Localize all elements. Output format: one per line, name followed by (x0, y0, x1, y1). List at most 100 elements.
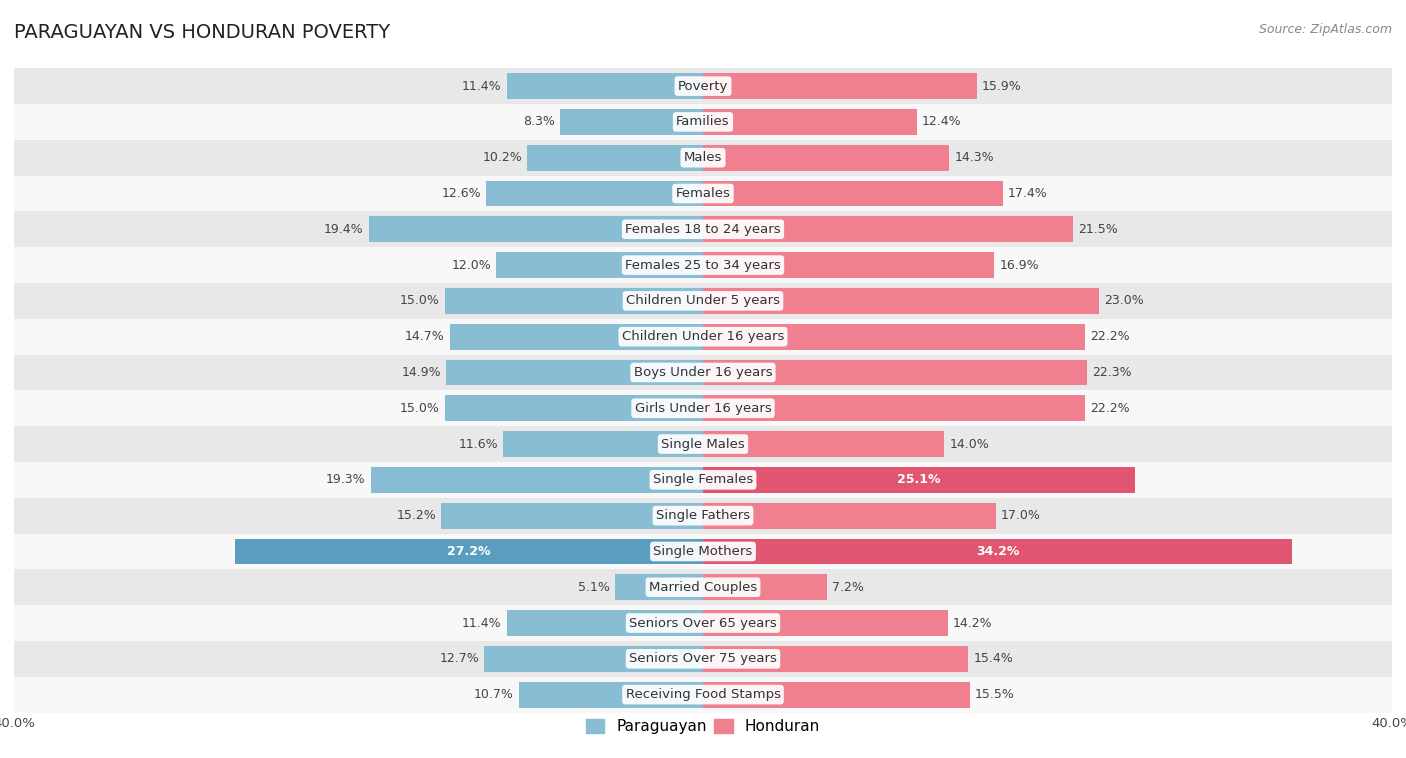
Text: 27.2%: 27.2% (447, 545, 491, 558)
Bar (703, 252, 994, 278)
Text: Boys Under 16 years: Boys Under 16 years (634, 366, 772, 379)
Bar (450, 324, 703, 349)
Bar (14, 319, 1392, 355)
Bar (444, 288, 703, 314)
Text: 19.4%: 19.4% (323, 223, 364, 236)
Bar (441, 503, 703, 528)
Bar (484, 646, 703, 672)
Bar (14, 104, 1392, 139)
Text: 14.7%: 14.7% (405, 330, 444, 343)
Bar (560, 109, 703, 135)
Bar (496, 252, 703, 278)
Text: 12.4%: 12.4% (922, 115, 962, 128)
Bar (444, 396, 703, 421)
Bar (14, 211, 1392, 247)
Text: 11.4%: 11.4% (461, 616, 502, 630)
Bar (703, 288, 1099, 314)
Bar (527, 145, 703, 171)
Text: Girls Under 16 years: Girls Under 16 years (634, 402, 772, 415)
Bar (368, 217, 703, 243)
Bar (14, 247, 1392, 283)
Text: Females: Females (675, 187, 731, 200)
Text: 15.0%: 15.0% (399, 294, 440, 308)
Text: 7.2%: 7.2% (832, 581, 865, 594)
Bar (703, 145, 949, 171)
Text: 11.4%: 11.4% (461, 80, 502, 92)
Text: 5.1%: 5.1% (578, 581, 610, 594)
Text: 16.9%: 16.9% (1000, 258, 1039, 271)
Text: Males: Males (683, 151, 723, 164)
Bar (703, 539, 1292, 564)
Bar (14, 569, 1392, 605)
Text: Single Males: Single Males (661, 437, 745, 450)
Bar (14, 68, 1392, 104)
Text: 15.5%: 15.5% (976, 688, 1015, 701)
Bar (519, 681, 703, 707)
Bar (14, 355, 1392, 390)
Text: 17.0%: 17.0% (1001, 509, 1040, 522)
Bar (503, 431, 703, 457)
Bar (14, 498, 1392, 534)
Text: 14.0%: 14.0% (949, 437, 988, 450)
Bar (506, 74, 703, 99)
Text: 22.2%: 22.2% (1091, 402, 1130, 415)
Bar (703, 431, 945, 457)
Bar (14, 390, 1392, 426)
Bar (703, 503, 995, 528)
Bar (14, 677, 1392, 713)
Text: Children Under 16 years: Children Under 16 years (621, 330, 785, 343)
Bar (14, 139, 1392, 176)
Bar (616, 575, 703, 600)
Bar (14, 176, 1392, 211)
Text: 15.0%: 15.0% (399, 402, 440, 415)
Text: 22.3%: 22.3% (1092, 366, 1132, 379)
Text: Receiving Food Stamps: Receiving Food Stamps (626, 688, 780, 701)
Text: 12.0%: 12.0% (451, 258, 491, 271)
Text: 12.7%: 12.7% (439, 653, 479, 666)
Text: Single Fathers: Single Fathers (657, 509, 749, 522)
Bar (506, 610, 703, 636)
Bar (446, 359, 703, 385)
Bar (703, 646, 969, 672)
Text: Children Under 5 years: Children Under 5 years (626, 294, 780, 308)
Text: Seniors Over 65 years: Seniors Over 65 years (628, 616, 778, 630)
Text: PARAGUAYAN VS HONDURAN POVERTY: PARAGUAYAN VS HONDURAN POVERTY (14, 23, 391, 42)
Text: 11.6%: 11.6% (458, 437, 498, 450)
Text: 22.2%: 22.2% (1091, 330, 1130, 343)
Text: 21.5%: 21.5% (1078, 223, 1118, 236)
Bar (486, 180, 703, 206)
Text: Poverty: Poverty (678, 80, 728, 92)
Text: 14.2%: 14.2% (953, 616, 993, 630)
Text: 10.2%: 10.2% (482, 151, 522, 164)
Text: 19.3%: 19.3% (326, 473, 366, 487)
Bar (703, 681, 970, 707)
Text: Married Couples: Married Couples (650, 581, 756, 594)
Bar (703, 74, 977, 99)
Text: Source: ZipAtlas.com: Source: ZipAtlas.com (1258, 23, 1392, 36)
Bar (235, 539, 703, 564)
Bar (14, 605, 1392, 641)
Bar (703, 610, 948, 636)
Bar (14, 534, 1392, 569)
Bar (703, 575, 827, 600)
Text: 23.0%: 23.0% (1104, 294, 1144, 308)
Text: 15.2%: 15.2% (396, 509, 436, 522)
Text: 34.2%: 34.2% (976, 545, 1019, 558)
Bar (703, 396, 1085, 421)
Bar (703, 180, 1002, 206)
Text: 15.9%: 15.9% (981, 80, 1022, 92)
Bar (14, 462, 1392, 498)
Legend: Paraguayan, Honduran: Paraguayan, Honduran (579, 713, 827, 741)
Text: 14.3%: 14.3% (955, 151, 994, 164)
Text: 25.1%: 25.1% (897, 473, 941, 487)
Text: Seniors Over 75 years: Seniors Over 75 years (628, 653, 778, 666)
Text: 10.7%: 10.7% (474, 688, 513, 701)
Bar (14, 641, 1392, 677)
Text: Females 25 to 34 years: Females 25 to 34 years (626, 258, 780, 271)
Text: 17.4%: 17.4% (1008, 187, 1047, 200)
Bar (14, 283, 1392, 319)
Text: Families: Families (676, 115, 730, 128)
Text: 15.4%: 15.4% (973, 653, 1014, 666)
Text: 12.6%: 12.6% (441, 187, 481, 200)
Bar (14, 426, 1392, 462)
